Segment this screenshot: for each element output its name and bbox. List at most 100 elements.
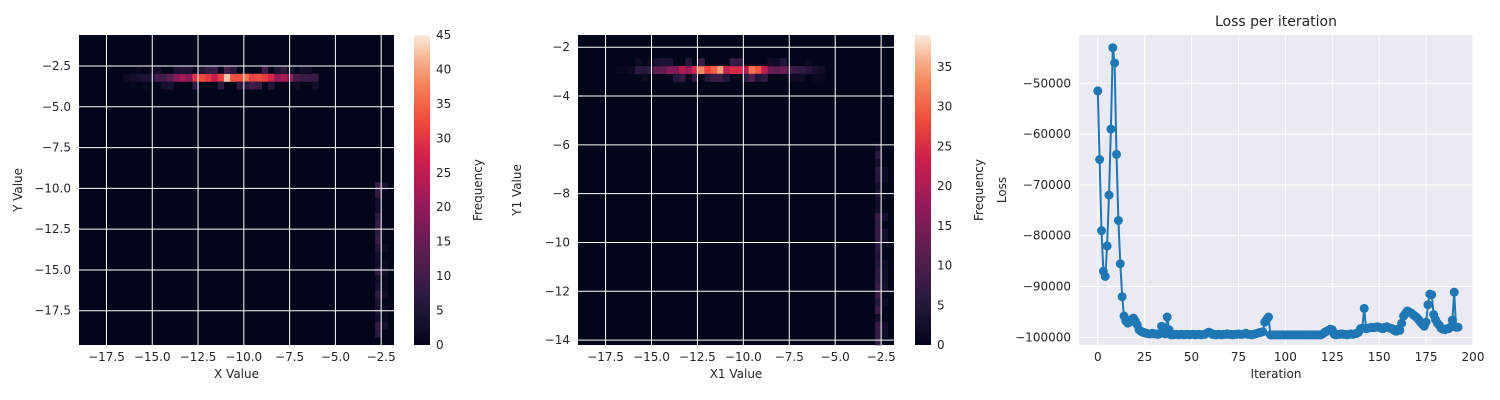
colorbar-tick-label: 15 [937, 219, 952, 233]
colorbar-tick-label: 5 [436, 304, 444, 318]
heatmap-cell [767, 66, 775, 75]
heatmap-cell [236, 73, 244, 82]
heatmap-cell [634, 66, 642, 75]
heatmap-cell [255, 81, 262, 90]
heatmap-cell [881, 283, 888, 292]
loss-point [1110, 58, 1120, 68]
heatmap-cell [875, 213, 882, 222]
y-tick-label: −50000 [1023, 76, 1071, 90]
heatmap-cell [881, 213, 888, 222]
heatmap-cell [875, 236, 882, 245]
heatmap-cell [167, 81, 174, 90]
heatmap-cell [375, 290, 382, 299]
loss-point [1449, 287, 1459, 297]
heatmap-cell [286, 66, 294, 75]
heatmap-cell [875, 314, 882, 323]
heatmap-cell [875, 275, 882, 284]
x-tick-label: −5.0 [321, 350, 350, 364]
heatmap-cell [875, 252, 882, 261]
colorbar-label: Frequency [972, 159, 986, 221]
heatmap-cell [881, 174, 888, 183]
heatmap-cell [192, 81, 199, 90]
heatmap-cell [299, 73, 307, 82]
x-tick-label: −2.5 [867, 350, 896, 364]
heatmap-cell [375, 314, 382, 323]
x-tick-label: −2.5 [367, 350, 396, 364]
y-tick-label: −12 [545, 284, 570, 298]
heatmap-cell [780, 66, 787, 75]
heatmap-cell [280, 73, 288, 82]
heatmap-cell [723, 66, 730, 75]
heatmap-cell [729, 66, 737, 75]
y-tick-label: −80000 [1023, 229, 1071, 243]
x-tick-label: −17.5 [587, 350, 624, 364]
x-tick-label: −15.0 [134, 350, 171, 364]
heatmap-cell [881, 321, 888, 330]
loss-point [1113, 215, 1123, 225]
heatmap-cell [154, 66, 162, 75]
heatmap-cell [217, 81, 225, 90]
heatmap-cell [293, 81, 300, 90]
heatmap-cell [381, 290, 388, 299]
loss-point [1162, 312, 1172, 322]
heatmap-cell [875, 244, 882, 253]
y-axis-label: Loss [995, 177, 1009, 203]
loss-point [1397, 318, 1407, 328]
heatmap-cell [249, 73, 256, 82]
heatmap-cell [305, 66, 313, 75]
heatmap-cell [761, 73, 768, 82]
colorbar-tick-label: 20 [436, 200, 451, 214]
x-tick-label: −17.5 [88, 350, 125, 364]
heatmap-cell [375, 236, 382, 245]
heatmap-cell [773, 66, 781, 75]
heatmap-cell [622, 66, 629, 75]
heatmap-cell [381, 275, 388, 284]
heatmap-cell [375, 283, 382, 292]
loss-point [1427, 290, 1437, 300]
x-tick-label: 200 [1462, 350, 1485, 364]
heatmap-cell [236, 81, 244, 90]
heatmap-cell [280, 66, 288, 75]
heatmap-cell [881, 166, 888, 175]
y-tick-label: −100000 [1015, 330, 1071, 344]
heatmap-cell [647, 66, 655, 75]
y-tick-label: −4 [552, 89, 570, 103]
heatmap-cell [375, 182, 382, 191]
loss-point [1421, 317, 1431, 327]
heatmap-cell [268, 81, 275, 90]
heatmap-cell [129, 73, 136, 82]
heatmap-cell [129, 81, 136, 90]
x-tick-label: −12.5 [679, 350, 716, 364]
heatmap-cell [660, 58, 667, 67]
x-tick-label: −10.0 [725, 350, 762, 364]
heatmap-cell [679, 66, 686, 75]
colorbar-tick-label: 35 [937, 60, 952, 74]
heatmap-cell [881, 259, 888, 268]
heatmap-cell [875, 337, 882, 346]
x-tick-label: −10.0 [225, 350, 262, 364]
loss-point [1263, 312, 1273, 322]
heatmap-cell [666, 66, 674, 75]
heatmap-cell [375, 298, 382, 307]
heatmap-cell [173, 66, 181, 75]
y-tick-label: −17.5 [34, 304, 71, 318]
heatmap-cell [299, 66, 307, 75]
y-axis-label: Y Value [11, 168, 25, 213]
heatmap-cell [818, 66, 825, 75]
heatmap-cell [375, 259, 382, 268]
heatmap-cell [198, 73, 206, 82]
heatmap-cell [717, 73, 724, 82]
heatmap-cell [375, 267, 382, 276]
heatmap-cell [818, 73, 825, 82]
gridlines-1 [578, 35, 894, 345]
colorbar-tick-label: 0 [436, 338, 444, 352]
colorbar-tick-label: 10 [937, 259, 952, 273]
loss-point [1115, 259, 1125, 269]
loss-point [1108, 43, 1118, 53]
heatmap-cell [786, 66, 794, 75]
heatmap-cell [230, 66, 237, 75]
heatmap-cell [375, 228, 382, 237]
heatmap-cell [799, 73, 806, 82]
heatmap-cell [660, 66, 667, 75]
y-axis-label: Y1 Value [510, 164, 524, 217]
